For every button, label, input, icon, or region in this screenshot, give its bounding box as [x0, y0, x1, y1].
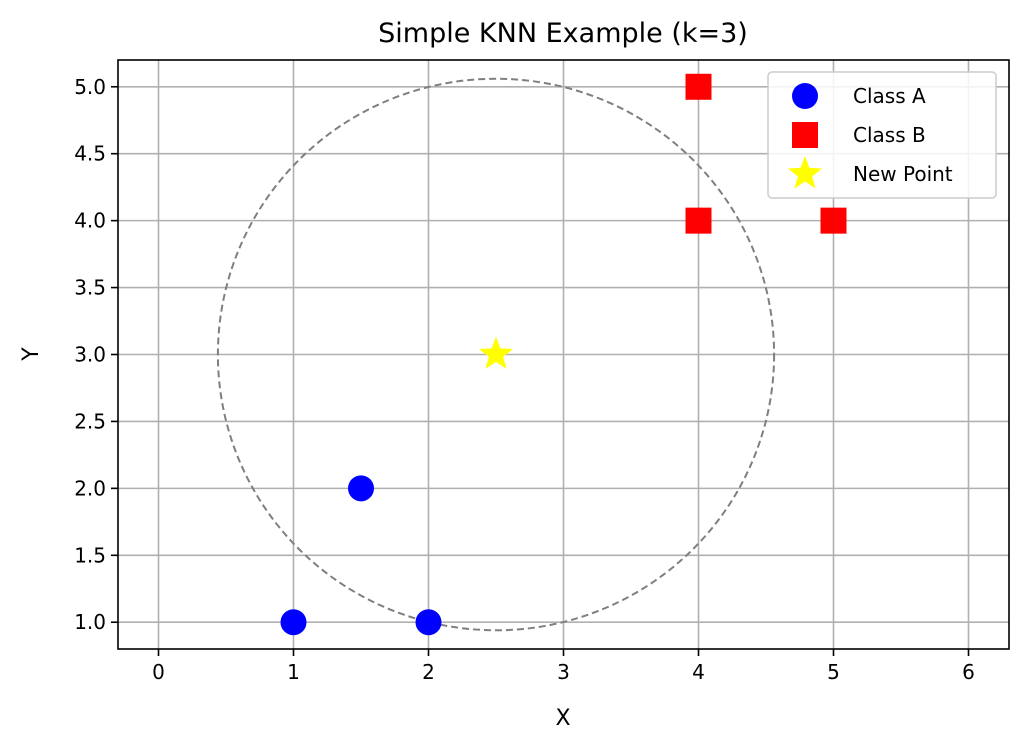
y-tick-label: 4.5: [74, 142, 106, 166]
x-tick-label: 0: [152, 660, 165, 684]
legend-class-b-marker: [792, 122, 818, 148]
legend-class-b-label: Class B: [853, 123, 926, 147]
neighborhood-circle: [216, 77, 776, 632]
legend-new-point-marker: [787, 156, 823, 189]
y-tick-label: 4.0: [74, 209, 106, 233]
legend-new-point-label: New Point: [853, 162, 953, 186]
class-b-point: [685, 207, 712, 234]
y-tick-label: 3.0: [74, 343, 106, 367]
class-a-point: [348, 475, 374, 502]
legend-box: [767, 71, 997, 199]
legend-class-a-marker: [792, 83, 818, 109]
y-tick-label: 5.0: [74, 75, 106, 99]
class-b-point: [685, 73, 712, 100]
legend-class-a-label: Class A: [853, 84, 926, 108]
legend: Class A Class B New Point: [767, 71, 997, 199]
x-tick-label: 3: [557, 660, 570, 684]
class-a-point: [415, 609, 442, 636]
data-points: [280, 73, 847, 636]
x-tick-label: 1: [287, 660, 300, 684]
y-tick-label: 1.5: [74, 543, 106, 567]
x-tick-label: 6: [962, 660, 975, 684]
y-tick-label: 1.0: [74, 610, 106, 634]
new-point-point: [478, 336, 514, 370]
y-tick-label: 3.5: [74, 276, 106, 300]
x-tick-label: 4: [692, 660, 705, 684]
neighborhood-overlay: [216, 77, 776, 632]
chart-title: Simple KNN Example (k=3): [378, 18, 748, 49]
y-axis-label: Y: [19, 347, 44, 362]
y-tick-label: 2.5: [74, 409, 106, 433]
x-tick-label: 5: [827, 660, 840, 684]
grid-lines: [118, 60, 1009, 649]
class-b-point: [820, 207, 847, 234]
x-tick-label: 2: [422, 660, 435, 684]
y-tick-label: 2.0: [74, 476, 106, 500]
class-a-point: [280, 609, 307, 636]
x-axis-ticks: 0 1 2 3 4 5 6: [152, 649, 975, 684]
y-axis-ticks: 1.0 1.5 2.0 2.5 3.0 3.5 4.0 4.5 5.0: [74, 75, 118, 634]
x-axis-label: X: [555, 706, 570, 731]
